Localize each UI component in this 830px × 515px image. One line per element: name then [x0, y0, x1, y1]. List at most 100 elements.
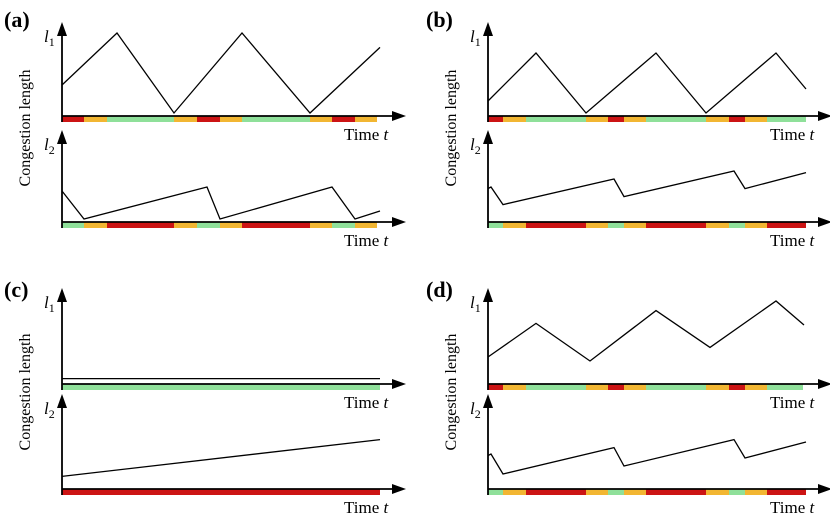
- y-axis-arrowhead: [483, 22, 493, 36]
- signal-segment-green: [488, 489, 503, 495]
- signal-segment-green: [646, 384, 706, 390]
- signal-segment-yellow: [310, 116, 332, 122]
- x-axis-label-text: Time: [344, 498, 384, 515]
- signal-segment-red: [526, 222, 586, 228]
- signal-segment-green: [767, 116, 806, 122]
- y-symbol-subscript: 1: [49, 301, 55, 315]
- congestion-curve: [61, 31, 381, 115]
- y-axis-label: Congestion length: [17, 70, 34, 187]
- y-symbol: l2: [44, 135, 55, 157]
- signal-segment-green: [242, 116, 310, 122]
- congestion-curve: [61, 438, 381, 478]
- x-axis-arrowhead: [818, 111, 830, 121]
- signal-segment-yellow: [174, 116, 197, 122]
- x-axis-arrowhead: [392, 379, 406, 389]
- signal-segment-green: [526, 116, 586, 122]
- signal-segment-red: [729, 384, 745, 390]
- signal-segment-yellow: [503, 489, 526, 495]
- y-symbol-subscript: 2: [49, 407, 55, 421]
- signal-segment-green: [197, 222, 220, 228]
- signal-segment-yellow: [84, 222, 107, 228]
- signal-segment-yellow: [586, 384, 608, 390]
- signal-segment-green: [729, 489, 745, 495]
- subplot-2: l2 Time t: [44, 130, 406, 250]
- subplot-1: l1 Time t: [470, 22, 830, 144]
- signal-segment-yellow: [586, 222, 608, 228]
- signal-segment-red: [646, 489, 706, 495]
- y-axis-arrowhead: [57, 394, 67, 408]
- x-axis-label: Time t: [344, 125, 390, 144]
- signal-segment-red: [62, 116, 84, 122]
- signal-segment-green: [729, 222, 745, 228]
- signal-segment-green: [488, 222, 503, 228]
- y-symbol-subscript: 2: [475, 407, 481, 421]
- subplot-2: l2 Time t: [470, 130, 830, 250]
- y-axis-label: Congestion length: [443, 70, 460, 187]
- y-symbol-subscript: 1: [475, 301, 481, 315]
- x-axis-label-var: t: [384, 393, 390, 412]
- y-axis-label: Congestion length: [443, 334, 460, 451]
- x-axis-arrowhead: [392, 484, 406, 494]
- signal-segment-yellow: [706, 116, 729, 122]
- signal-segment-red: [242, 222, 310, 228]
- x-axis-label-text: Time: [344, 231, 384, 250]
- signal-segment-red: [608, 384, 624, 390]
- x-axis-label: Time t: [770, 125, 816, 144]
- signal-segment-red: [107, 222, 174, 228]
- signal-segment-yellow: [624, 116, 646, 122]
- signal-segment-green: [526, 384, 586, 390]
- signal-segment-yellow: [745, 222, 767, 228]
- signal-segment-yellow: [706, 384, 729, 390]
- signal-segment-yellow: [706, 222, 729, 228]
- y-symbol: l1: [44, 27, 55, 49]
- y-symbol-subscript: 2: [475, 143, 481, 157]
- y-symbol-letter: l: [44, 293, 49, 312]
- x-axis-label: Time t: [344, 393, 390, 412]
- x-axis-label: Time t: [344, 231, 390, 250]
- signal-segment-yellow: [84, 116, 107, 122]
- signal-segment-yellow: [624, 222, 646, 228]
- signal-segment-red: [729, 116, 745, 122]
- signal-segment-yellow: [706, 489, 729, 495]
- panel-tag: (b): [426, 7, 453, 32]
- y-symbol: l1: [470, 293, 481, 315]
- y-symbol: l1: [470, 27, 481, 49]
- congestion-curve: [487, 300, 805, 362]
- signal-segment-yellow: [624, 489, 646, 495]
- y-symbol-letter: l: [44, 135, 49, 154]
- y-symbol-letter: l: [470, 399, 475, 418]
- y-axis-arrowhead: [57, 22, 67, 36]
- signal-segment-yellow: [174, 222, 197, 228]
- y-symbol: l2: [44, 399, 55, 421]
- congestion-curve: [487, 52, 807, 114]
- x-axis-label-text: Time: [344, 393, 384, 412]
- x-axis-label-var: t: [810, 393, 816, 412]
- signal-segment-yellow: [745, 116, 767, 122]
- y-axis-arrowhead: [483, 130, 493, 144]
- x-axis-label: Time t: [770, 498, 816, 515]
- y-axis-arrowhead: [483, 394, 493, 408]
- x-axis-label-var: t: [384, 498, 390, 515]
- y-axis-arrowhead: [57, 130, 67, 144]
- y-axis-label: Congestion length: [17, 334, 34, 451]
- signal-segment-green: [608, 222, 624, 228]
- signal-segment-red: [488, 384, 503, 390]
- subplot-2: l2 Time t: [44, 394, 406, 515]
- signal-segment-yellow: [586, 489, 608, 495]
- x-axis-label: Time t: [344, 498, 390, 515]
- y-axis-arrowhead: [57, 288, 67, 302]
- signal-segment-green: [767, 384, 803, 390]
- x-axis-arrowhead: [392, 217, 406, 227]
- subplot-2: l2 Time t: [470, 394, 830, 515]
- x-axis-label-var: t: [384, 125, 390, 144]
- signal-segment-yellow: [745, 384, 767, 390]
- y-axis-arrowhead: [483, 288, 493, 302]
- x-axis-label-var: t: [810, 498, 816, 515]
- y-symbol-subscript: 2: [49, 143, 55, 157]
- signal-segment-yellow: [745, 489, 767, 495]
- signal-segment-yellow: [355, 116, 377, 122]
- x-axis-label-text: Time: [344, 125, 384, 144]
- x-axis-label-var: t: [810, 231, 816, 250]
